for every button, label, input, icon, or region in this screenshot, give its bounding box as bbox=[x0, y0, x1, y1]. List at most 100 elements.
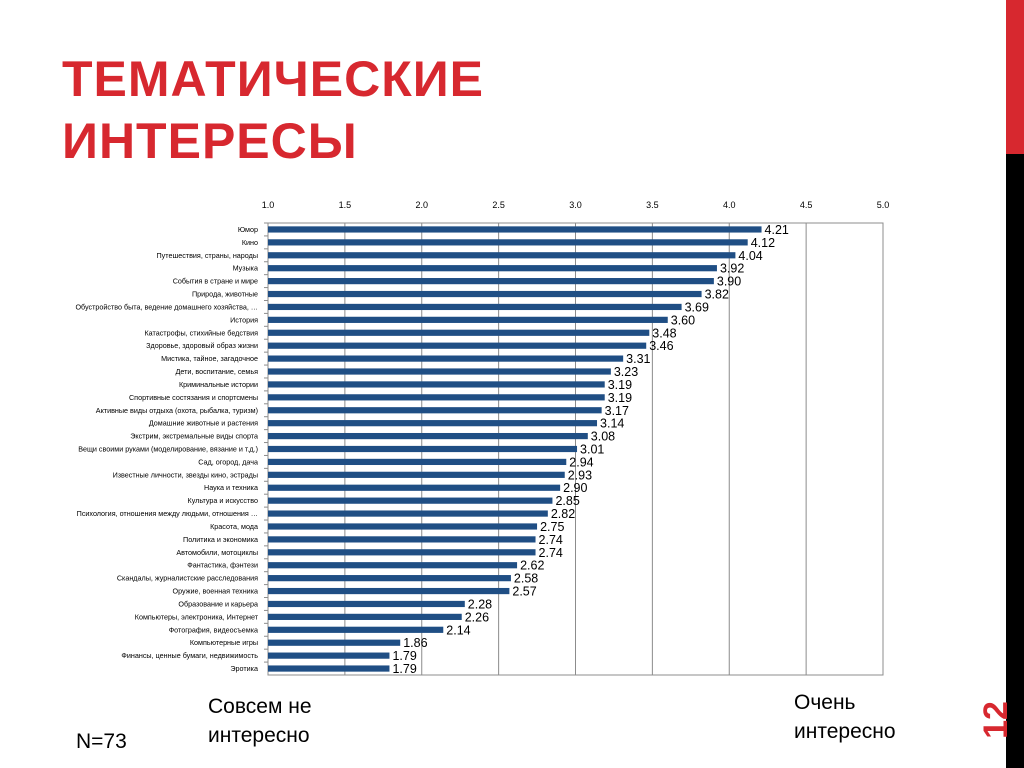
category-label: Сад, огород, дача bbox=[198, 457, 258, 466]
category-label: Эротика bbox=[230, 664, 258, 673]
bar bbox=[268, 368, 611, 375]
bar bbox=[268, 471, 565, 478]
value-label: 3.14 bbox=[600, 417, 624, 431]
bar bbox=[268, 613, 462, 620]
value-label: 4.12 bbox=[751, 236, 775, 250]
title-line-2: ИНТЕРЕСЫ bbox=[62, 113, 358, 169]
value-label: 2.58 bbox=[514, 572, 538, 586]
x-tick-label: 1.5 bbox=[339, 200, 352, 210]
caption-very-interesting: Очень интересно bbox=[794, 688, 934, 746]
value-label: 2.57 bbox=[512, 585, 536, 599]
x-tick-label: 1.0 bbox=[262, 200, 275, 210]
sample-size: N=73 bbox=[76, 730, 127, 753]
value-label: 3.19 bbox=[608, 391, 632, 405]
category-label: Вещи своими руками (моделирование, вязан… bbox=[78, 445, 258, 454]
value-label: 2.93 bbox=[568, 468, 592, 482]
category-label: Путешествия, страны, народы bbox=[156, 251, 258, 260]
bar bbox=[268, 355, 624, 362]
bar bbox=[268, 665, 390, 672]
value-label: 3.48 bbox=[652, 326, 676, 340]
bar bbox=[268, 458, 567, 466]
category-label: Дети, воспитание, семья bbox=[175, 367, 258, 376]
bar bbox=[268, 549, 536, 556]
category-label: Катастрофы, стихийные бедствия bbox=[144, 328, 258, 337]
value-label: 3.46 bbox=[649, 339, 673, 353]
bar bbox=[268, 484, 561, 491]
bar bbox=[268, 587, 510, 595]
caption-right-line-1: Очень bbox=[794, 691, 856, 714]
bar bbox=[268, 342, 647, 349]
category-label: История bbox=[230, 315, 258, 324]
x-tick-label: 2.0 bbox=[415, 200, 428, 210]
category-label: Оружие, военная техника bbox=[173, 587, 258, 596]
value-label: 2.94 bbox=[569, 455, 593, 469]
bar bbox=[268, 278, 714, 285]
bar bbox=[268, 536, 536, 543]
value-label: 2.74 bbox=[539, 533, 563, 547]
category-label: Природа, животные bbox=[192, 290, 258, 299]
category-label: Активные виды отдыха (охота, рыбалка, ту… bbox=[96, 406, 258, 415]
bar bbox=[268, 600, 465, 608]
bar-chart: 1.0 1.5 2.0 2.5 3.0 3.5 4.0 4.5 5.0 Юмор 4.21 Кино 4… bbox=[75, 200, 890, 676]
bar bbox=[268, 407, 602, 414]
category-label: События в стране и мире bbox=[173, 277, 258, 286]
x-tick-label: 4.0 bbox=[723, 200, 736, 210]
category-label: Домашние животные и растения bbox=[149, 419, 258, 428]
category-label: Компьютерные игры bbox=[190, 638, 258, 647]
value-label: 3.01 bbox=[580, 443, 604, 457]
x-tick-label: 3.0 bbox=[569, 200, 582, 210]
category-label: Юмор bbox=[238, 225, 258, 234]
value-label: 3.60 bbox=[671, 313, 695, 327]
value-label: 2.26 bbox=[465, 610, 489, 624]
value-label: 3.31 bbox=[626, 352, 650, 366]
bar bbox=[268, 523, 538, 530]
caption-left-line-1: Совсем не bbox=[208, 695, 312, 718]
bar bbox=[268, 626, 444, 633]
bar bbox=[268, 510, 548, 517]
bar bbox=[268, 252, 736, 259]
category-label: Политика и экономика bbox=[183, 535, 258, 544]
sidebar-accent-black bbox=[1006, 154, 1024, 768]
value-label: 2.90 bbox=[563, 481, 587, 495]
bar bbox=[268, 265, 717, 272]
category-label: Компьютеры, электроника, Интернет bbox=[135, 612, 259, 621]
caption-not-interesting: Совсем не интересно bbox=[208, 692, 368, 750]
value-label: 3.08 bbox=[591, 430, 615, 444]
bar bbox=[268, 420, 598, 427]
value-label: 2.74 bbox=[539, 546, 563, 560]
caption-left-line-2: интересно bbox=[208, 724, 310, 747]
bar bbox=[268, 652, 390, 659]
category-label: Красота, мода bbox=[210, 522, 258, 531]
category-label: Финансы, ценные бумаги, недвижимость bbox=[121, 651, 258, 660]
slide-title: ТЕМАТИЧЕСКИЕ ИНТЕРЕСЫ bbox=[62, 48, 622, 172]
category-label: Мистика, тайное, загадочное bbox=[161, 354, 258, 363]
category-label: Фантастика, фэнтези bbox=[187, 561, 258, 570]
category-label: Обустройство быта, ведение домашнего хоз… bbox=[75, 302, 258, 311]
bar bbox=[268, 303, 682, 311]
bar bbox=[268, 316, 668, 323]
bar bbox=[268, 562, 518, 569]
bar bbox=[268, 290, 702, 298]
bar bbox=[268, 394, 605, 401]
bar bbox=[268, 639, 401, 646]
value-label: 2.85 bbox=[555, 494, 579, 508]
x-tick-label: 5.0 bbox=[877, 200, 890, 210]
value-label: 4.21 bbox=[765, 223, 789, 237]
x-tick-label: 3.5 bbox=[646, 200, 659, 210]
bar bbox=[268, 239, 748, 246]
category-label: Кино bbox=[242, 238, 258, 247]
title-line-1: ТЕМАТИЧЕСКИЕ bbox=[62, 51, 485, 107]
category-label: Автомобили, мотоциклы bbox=[176, 548, 258, 557]
value-label: 1.86 bbox=[403, 636, 427, 650]
value-label: 3.69 bbox=[685, 300, 709, 314]
bar bbox=[268, 329, 650, 336]
category-label: Фотография, видеосъемка bbox=[169, 625, 258, 634]
category-label: Культура и искусство bbox=[188, 496, 258, 505]
value-label: 3.82 bbox=[705, 288, 729, 302]
category-label: Психология, отношения между людьми, отно… bbox=[77, 509, 258, 518]
category-label: Наука и техника bbox=[204, 483, 258, 492]
category-label: Криминальные истории bbox=[179, 380, 258, 389]
value-label: 4.04 bbox=[738, 249, 762, 263]
category-label: Образование и карьера bbox=[178, 599, 258, 608]
bar bbox=[268, 226, 762, 233]
